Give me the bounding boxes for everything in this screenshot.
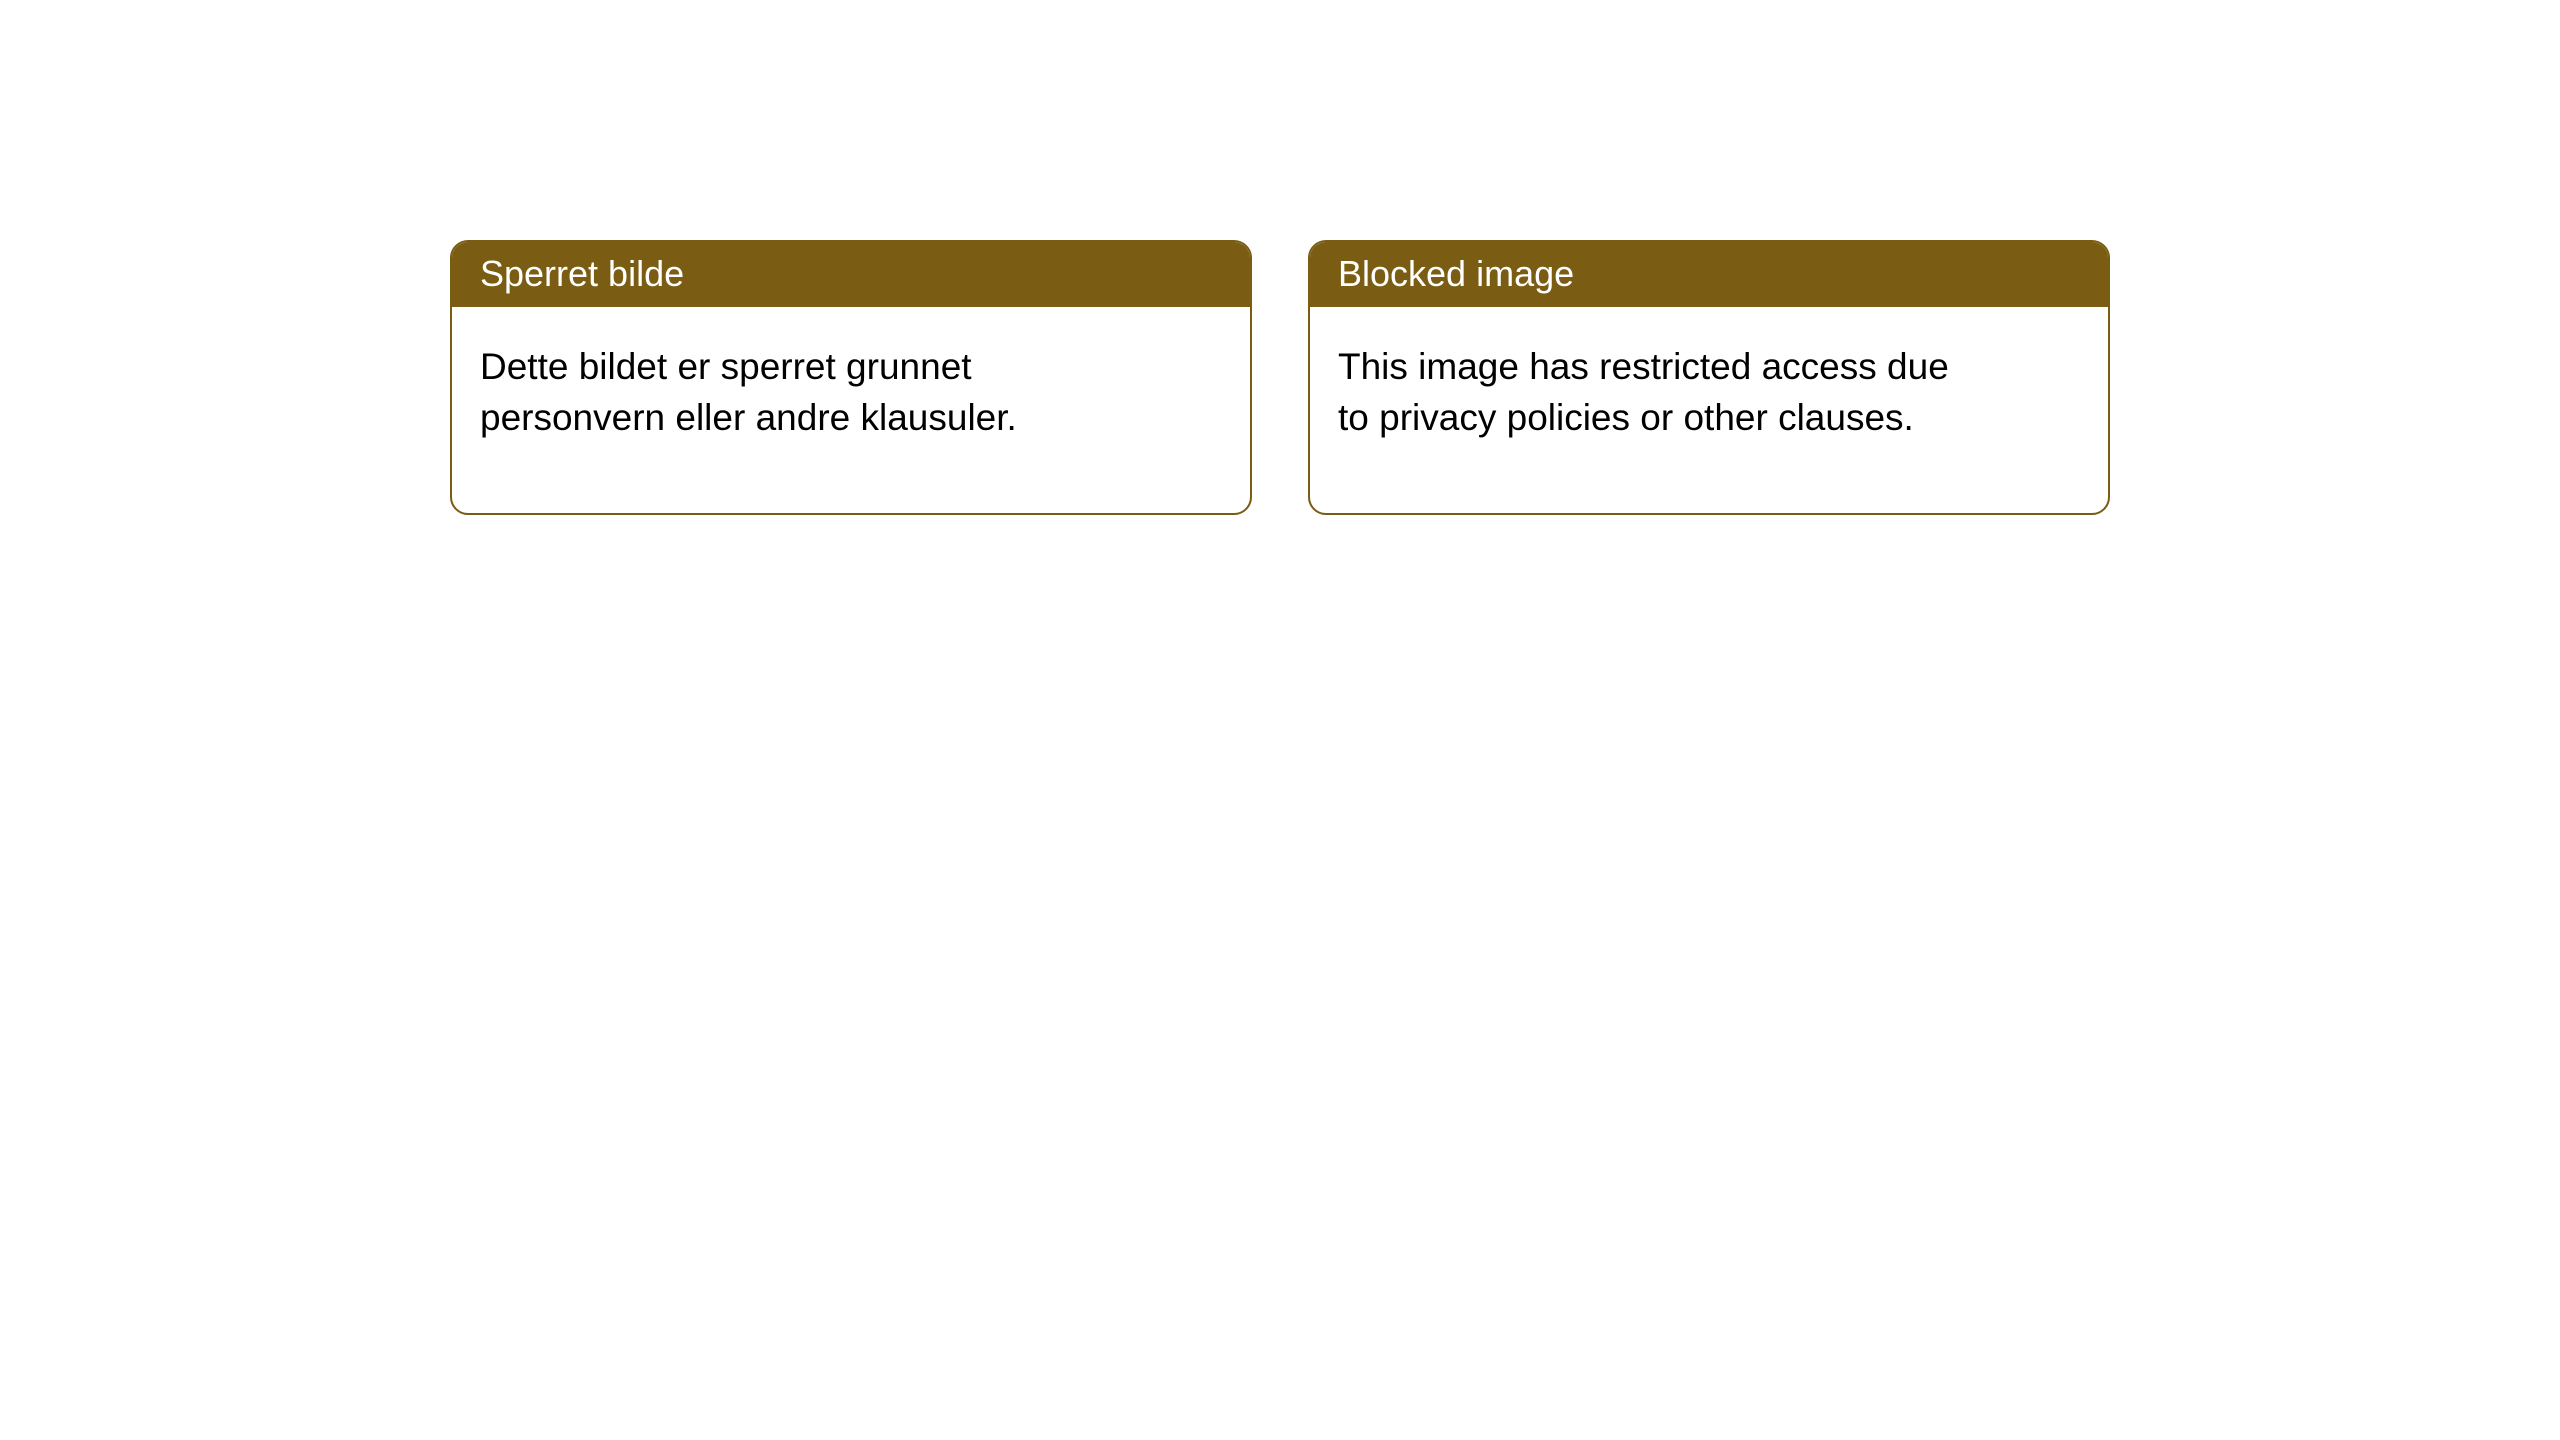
notice-body: Dette bildet er sperret grunnet personve…: [452, 307, 1132, 513]
notice-header: Sperret bilde: [452, 242, 1250, 307]
notice-card-english: Blocked image This image has restricted …: [1308, 240, 2110, 515]
notice-container: Sperret bilde Dette bildet er sperret gr…: [0, 0, 2560, 515]
notice-card-norwegian: Sperret bilde Dette bildet er sperret gr…: [450, 240, 1252, 515]
notice-header: Blocked image: [1310, 242, 2108, 307]
notice-body: This image has restricted access due to …: [1310, 307, 1990, 513]
